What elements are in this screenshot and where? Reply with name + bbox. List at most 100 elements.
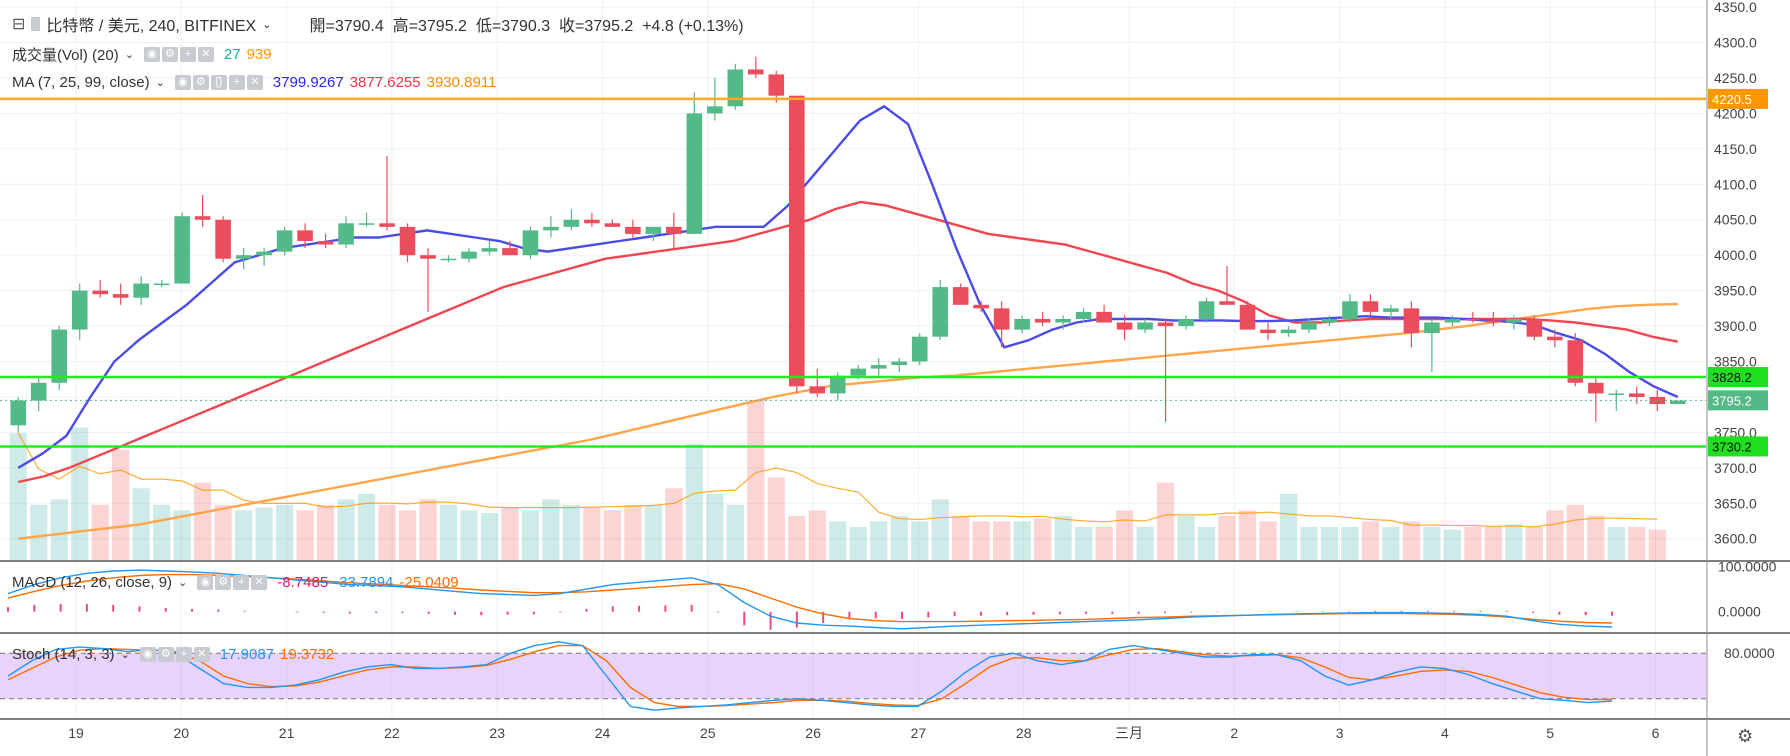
volume-legend: 成交量(Vol) (20) ⌄ ◉ ⚙ + ✕ 27 939 [12, 44, 272, 65]
gear-icon[interactable]: ⚙ [157, 647, 174, 662]
chevron-down-icon[interactable]: ⌄ [124, 49, 134, 61]
price-tick-label: 4350.0 [1714, 0, 1757, 15]
x-tick-label: 26 [805, 725, 821, 741]
volume-bar [1484, 526, 1502, 560]
candle-body [625, 226, 641, 234]
ohlc-values: 開=3790.4 高=3795.2 低=3790.3 收=3795.2 +4.8… [309, 18, 744, 35]
volume-bar [214, 504, 232, 560]
plus-icon[interactable]: + [228, 75, 245, 90]
volume-bar [1320, 526, 1339, 560]
chevron-down-icon[interactable]: ⌄ [178, 577, 188, 589]
eye-icon[interactable]: ◉ [143, 47, 160, 62]
candle-body [502, 248, 518, 256]
x-tick-label: 27 [911, 725, 927, 741]
candle-body [1588, 382, 1604, 394]
close-icon[interactable]: ✕ [246, 75, 263, 90]
candle-body [850, 368, 867, 376]
volume-bar [1054, 515, 1072, 560]
volume-bar [1034, 518, 1052, 560]
low-value: 3790.3 [501, 18, 551, 35]
volume-bar [870, 521, 888, 560]
change-value: +4.8 (+0.13%) [642, 18, 744, 35]
collapse-icon[interactable]: ⊟ [12, 16, 26, 33]
x-tick-label: 22 [384, 725, 400, 741]
volume-bar [1075, 526, 1093, 560]
candle-body [1260, 329, 1276, 334]
candle-body [1669, 400, 1686, 405]
volume-bar [685, 444, 703, 560]
high-label: 高 [392, 18, 409, 35]
close-icon[interactable]: ✕ [197, 47, 214, 62]
x-tick-label: 20 [174, 725, 190, 741]
symbol-title[interactable]: 比特幣 / 美元, 240, BITFINEX [46, 18, 257, 35]
volume-bar [849, 526, 867, 560]
open-label: 開 [309, 18, 326, 35]
candle-body [932, 287, 948, 337]
x-tick-label: 5 [1546, 725, 1554, 741]
volume-bar [480, 513, 499, 560]
price-tick-label: 3950.0 [1714, 283, 1757, 299]
chevron-down-icon[interactable]: ⌄ [120, 649, 130, 661]
ma99-line [18, 302, 1678, 540]
chevron-down-icon[interactable]: ⌄ [155, 77, 165, 89]
settings-gear-icon[interactable]: ⚙ [1737, 726, 1753, 747]
candle-body [1485, 320, 1502, 323]
volume-bar [1136, 526, 1154, 560]
candle-body [1034, 318, 1051, 323]
resistance-line-label: 4220.5 [1712, 92, 1752, 107]
chevron-down-icon[interactable]: ⌄ [262, 18, 272, 31]
candle-body [1567, 340, 1584, 383]
volume-bar [542, 499, 560, 560]
gear-icon[interactable]: ⚙ [161, 47, 178, 62]
close-icon[interactable]: ✕ [251, 575, 268, 590]
ma99-value: 3930.8911 [426, 74, 497, 91]
candle-body [174, 216, 190, 284]
volume-bar [296, 510, 314, 560]
gear-icon[interactable]: ⚙ [192, 75, 209, 90]
candle-body [1014, 318, 1030, 330]
plus-icon[interactable]: + [233, 575, 250, 590]
volume-bar [644, 504, 662, 560]
plus-icon[interactable]: + [175, 647, 192, 662]
close-icon[interactable]: ✕ [193, 647, 210, 662]
candle-body [952, 287, 969, 305]
stoch-title[interactable]: Stoch (14, 3, 3) [12, 646, 115, 663]
plus-icon[interactable]: + [179, 47, 196, 62]
macd-tick-label: 100.0000 [1718, 559, 1777, 575]
price-tick-label: 4200.0 [1714, 105, 1757, 121]
eye-icon[interactable]: ◉ [139, 647, 156, 662]
price-tick-label: 3700.0 [1714, 460, 1757, 476]
volume-bar [439, 504, 458, 560]
x-tick-label: 三月 [1115, 725, 1143, 741]
candle-body [112, 294, 129, 298]
candle-body [1628, 393, 1645, 397]
candle-body [973, 304, 989, 309]
candle-body [522, 230, 539, 256]
candle-body [1137, 322, 1153, 330]
volume-bar [50, 499, 68, 560]
candle-body [584, 219, 600, 224]
candle-body [71, 290, 88, 330]
price-tick-label: 3650.0 [1714, 495, 1757, 511]
ma-title[interactable]: MA (7, 25, 99, close) [12, 74, 150, 91]
price-tick-label: 4100.0 [1714, 176, 1757, 192]
volume-title[interactable]: 成交量(Vol) (20) [12, 47, 119, 64]
eye-icon[interactable]: ◉ [174, 75, 191, 90]
volume-bar [603, 510, 621, 560]
volume-bar [91, 504, 109, 560]
support-line-bottom-label: 3730.2 [1712, 439, 1752, 454]
braces-icon[interactable]: {} [210, 75, 227, 90]
eye-icon[interactable]: ◉ [197, 575, 214, 590]
candle-body [1280, 329, 1297, 334]
indicator-controls: ◉ ⚙{} + ✕ [174, 75, 263, 90]
candle-body [1362, 301, 1379, 312]
x-tick-label: 21 [279, 725, 295, 741]
macd-title[interactable]: MACD (12, 26, close, 9) [12, 574, 173, 591]
macd-hist-value: -25.0409 [399, 574, 459, 591]
volume-bar [275, 504, 294, 560]
volume-bar [583, 507, 601, 560]
candle-body [215, 219, 231, 259]
candle-body [51, 329, 68, 383]
gear-icon[interactable]: ⚙ [215, 575, 232, 590]
